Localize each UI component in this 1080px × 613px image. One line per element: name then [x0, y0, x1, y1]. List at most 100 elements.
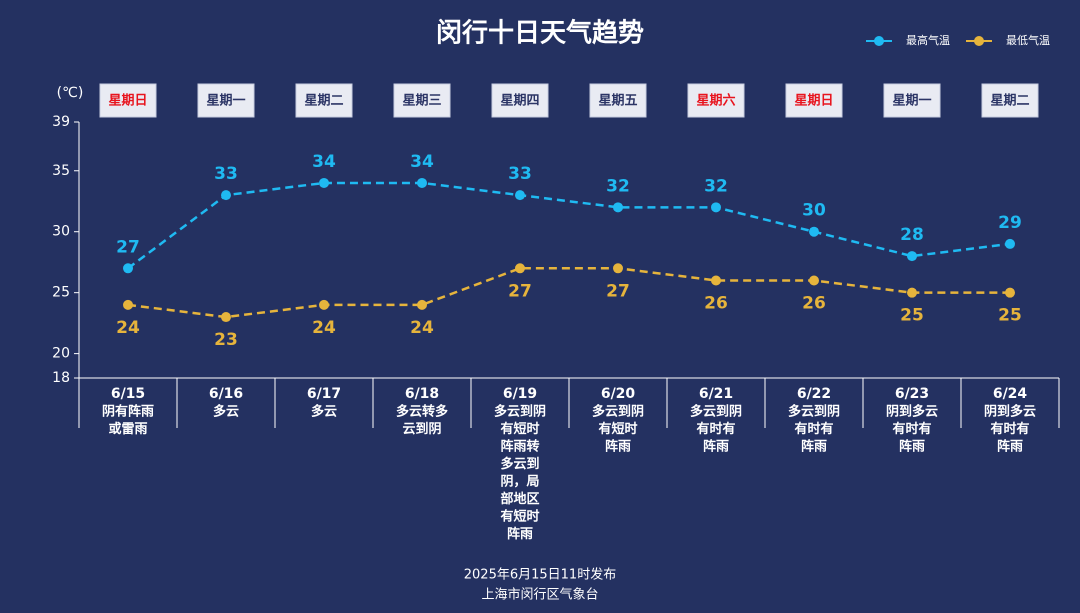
weather-description: 多云到阴 — [788, 404, 840, 420]
weather-description: 阴到多云 — [886, 404, 938, 420]
weekday-box — [99, 83, 157, 118]
weather-description: 有时有 — [696, 421, 735, 437]
footer: 2025年6月15日11时发布 — [464, 567, 616, 583]
data-point — [515, 263, 525, 274]
weather-description: 有时有 — [990, 421, 1029, 437]
weekday-label: 星期一 — [892, 94, 931, 109]
weekday-label: 星期四 — [500, 94, 539, 109]
weekday-label: 星期五 — [598, 94, 637, 109]
data-label: 27 — [606, 281, 630, 301]
weather-description: 阵雨 — [899, 439, 925, 455]
data-point — [319, 299, 329, 310]
data-label: 27 — [508, 281, 532, 301]
data-point — [221, 312, 231, 323]
weekday-label: 星期二 — [990, 94, 1029, 109]
y-tick-label: 25 — [52, 285, 70, 301]
y-tick-label: 39 — [52, 114, 70, 130]
data-point — [123, 299, 133, 310]
data-label: 24 — [116, 318, 140, 338]
data-point — [319, 177, 329, 188]
data-point — [123, 263, 133, 274]
chart-title: 闵行十日天气趋势 — [436, 18, 644, 49]
data-label: 26 — [802, 293, 826, 313]
weather-description: 多云到阴 — [690, 404, 742, 420]
weather-description: 多云到阴 — [494, 404, 546, 420]
series-line — [127, 267, 1010, 319]
weather-description: 多云 — [311, 404, 337, 420]
data-label: 26 — [704, 293, 728, 313]
weekday-label: 星期日 — [794, 94, 833, 109]
x-tick-label: 6/21 — [699, 386, 733, 402]
weekday-box — [491, 83, 549, 118]
legend-label: 最低气温 — [1006, 33, 1050, 47]
data-point — [711, 202, 721, 213]
data-point — [613, 202, 623, 213]
y-tick-label: 35 — [52, 163, 70, 179]
y-tick-label: 30 — [52, 224, 70, 240]
weather-description: 阴，局 — [500, 475, 539, 490]
weather-description: 有短时 — [598, 421, 637, 437]
y-tick-label: 18 — [52, 370, 70, 386]
x-tick-label: 6/24 — [993, 386, 1028, 402]
weekday-label: 星期日 — [108, 94, 147, 109]
x-tick-label: 6/15 — [111, 386, 145, 402]
series-line — [127, 181, 1011, 270]
weather-description: 阵雨转 — [500, 439, 539, 455]
data-label: 24 — [312, 318, 336, 338]
data-label: 25 — [998, 306, 1022, 326]
data-label: 28 — [900, 225, 924, 245]
x-tick-label: 6/20 — [601, 386, 636, 402]
y-tick-label: 20 — [52, 346, 70, 362]
weather-description: 阵雨 — [997, 439, 1023, 455]
weather-description: 部地区 — [500, 491, 539, 507]
weekday-label: 星期三 — [402, 94, 441, 109]
weather-description: 阵雨 — [605, 439, 631, 455]
x-tick-label: 6/19 — [503, 386, 537, 402]
weather-description: 阴有阵雨 — [102, 404, 154, 420]
legend-label: 最高气温 — [906, 33, 950, 47]
data-label: 32 — [704, 176, 728, 196]
legend-marker — [874, 36, 884, 46]
data-point — [1005, 238, 1015, 249]
data-point — [809, 226, 819, 237]
weather-description: 阵雨 — [703, 439, 729, 455]
weekday-box — [883, 83, 941, 118]
weekday-box — [981, 83, 1039, 118]
data-point — [907, 287, 917, 298]
data-label: 27 — [116, 237, 140, 257]
x-tick-label: 6/23 — [895, 386, 929, 402]
weekday-box — [197, 83, 255, 118]
data-point — [1005, 287, 1015, 298]
data-point — [515, 190, 525, 201]
weather-description: 阵雨 — [507, 526, 533, 542]
data-point — [907, 251, 917, 262]
weekday-box — [295, 83, 353, 118]
weather-description: 阵雨 — [801, 439, 827, 455]
data-point — [613, 263, 623, 274]
x-tick-label: 6/16 — [209, 386, 243, 402]
weekday-box — [589, 83, 647, 118]
data-label: 34 — [410, 152, 434, 172]
x-tick-label: 6/22 — [797, 386, 831, 402]
data-point — [417, 177, 427, 188]
y-unit: (℃) — [57, 85, 84, 101]
weekday-label: 星期一 — [206, 94, 245, 109]
data-label: 33 — [508, 164, 532, 184]
weekday-label: 星期六 — [696, 93, 735, 109]
data-label: 33 — [214, 164, 238, 184]
weather-description: 多云转多 — [396, 404, 448, 420]
data-label: 23 — [214, 330, 238, 350]
weather-description: 有时有 — [794, 421, 833, 437]
x-tick-label: 6/17 — [307, 386, 341, 402]
data-label: 30 — [802, 201, 826, 221]
weekday-box — [687, 83, 745, 118]
x-tick-label: 6/18 — [405, 386, 439, 402]
data-label: 32 — [606, 176, 630, 196]
data-point — [711, 275, 721, 286]
weather-description: 有时有 — [892, 421, 931, 437]
weekday-label: 星期二 — [304, 94, 343, 109]
data-label: 29 — [998, 213, 1022, 233]
weather-description: 多云到阴 — [592, 404, 644, 420]
data-label: 24 — [410, 318, 434, 338]
